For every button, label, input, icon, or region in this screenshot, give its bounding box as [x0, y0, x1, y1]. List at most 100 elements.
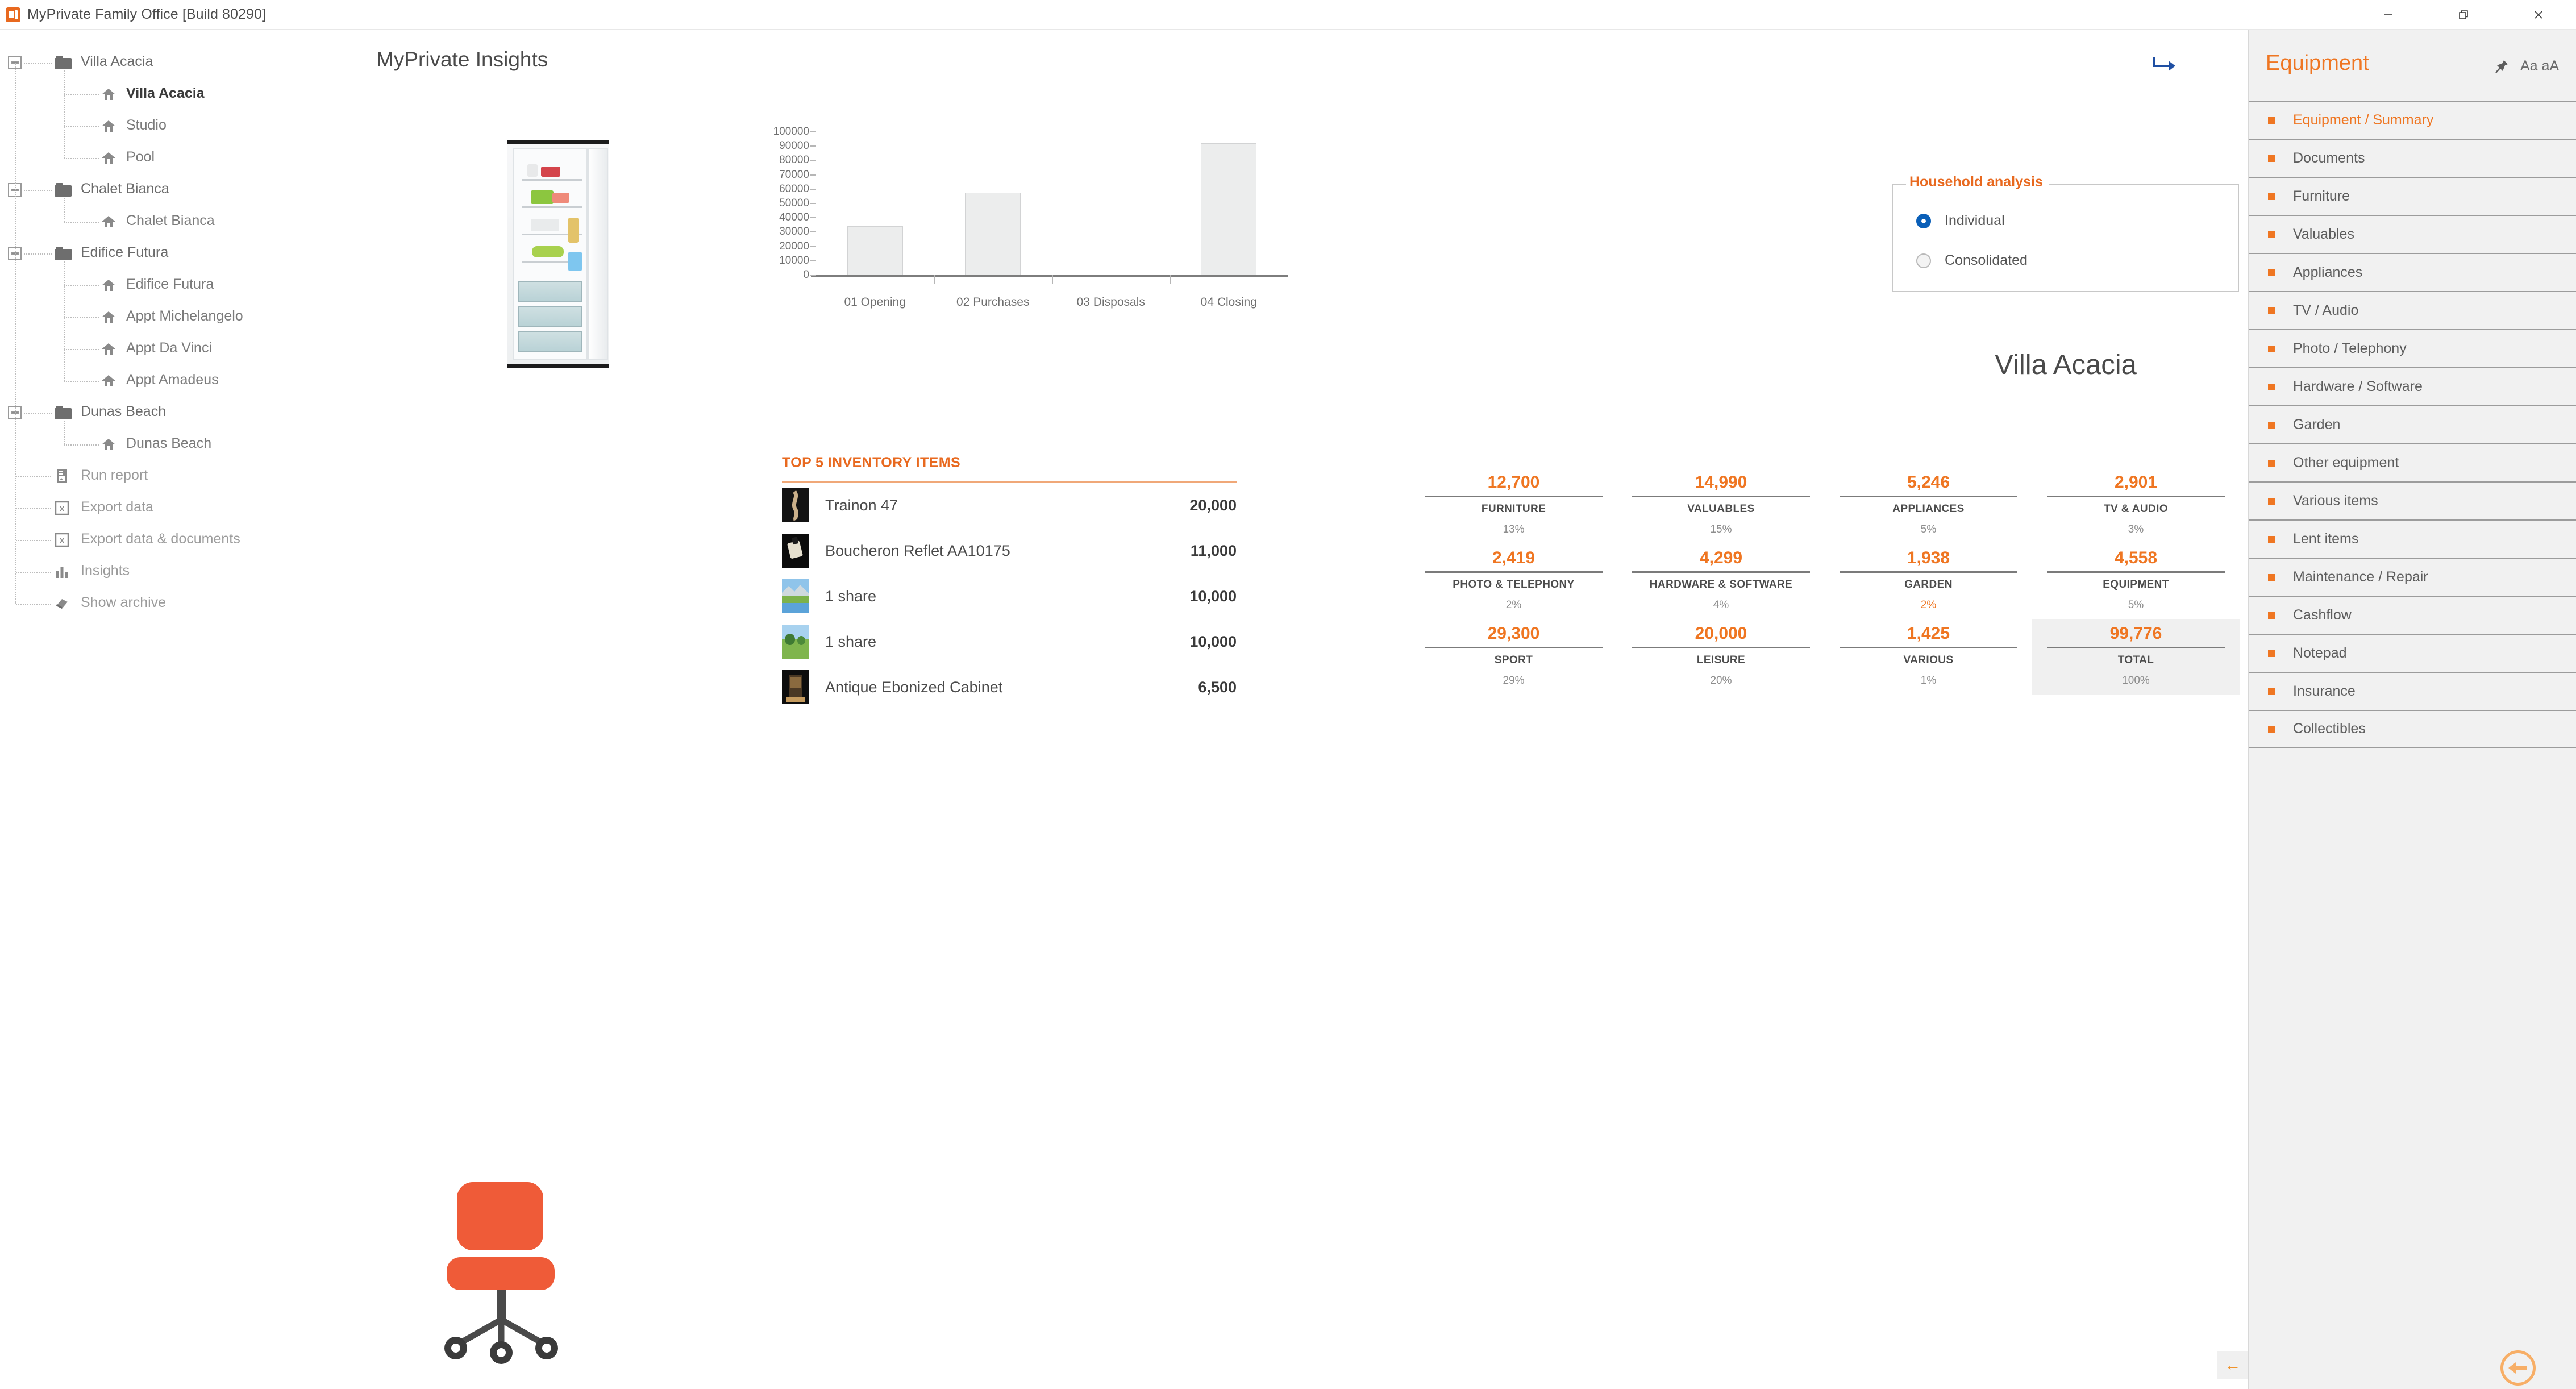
- chart-y-tick-label: 90000: [779, 140, 809, 152]
- tree-node-studio[interactable]: Studio: [0, 110, 344, 142]
- kpi-card-garden[interactable]: 1,938 GARDEN 2%: [1825, 544, 2032, 619]
- right-panel-item-label: Equipment / Summary: [2293, 112, 2434, 128]
- chart-y-tick: [810, 231, 816, 233]
- right-panel-item-maintenance-repair[interactable]: Maintenance / Repair: [2249, 558, 2576, 596]
- inventory-item-name: Trainon 47: [825, 496, 898, 514]
- home-icon: [101, 310, 116, 324]
- right-panel-item-appliances[interactable]: Appliances: [2249, 253, 2576, 291]
- tree-node-appt-amadeus[interactable]: Appt Amadeus: [0, 365, 344, 397]
- home-icon: [101, 215, 116, 228]
- bullet-square-icon: [2268, 117, 2275, 124]
- home-icon: [101, 438, 116, 451]
- right-panel-item-tv-audio[interactable]: TV / Audio: [2249, 291, 2576, 329]
- right-panel-item-collectibles[interactable]: Collectibles: [2249, 710, 2576, 748]
- right-panel-item-other-equipment[interactable]: Other equipment: [2249, 443, 2576, 481]
- inventory-list-item[interactable]: 1 share 10,000: [782, 619, 1237, 664]
- tree-node-appt-da-vinci[interactable]: Appt Da Vinci: [0, 333, 344, 365]
- radio-consolidated-dot[interactable]: [1916, 253, 1931, 268]
- right-panel-item-insurance[interactable]: Insurance: [2249, 672, 2576, 710]
- kpi-label: HARDWARE & SOFTWARE: [1649, 579, 1793, 590]
- right-panel-item-equipment-summary[interactable]: Equipment / Summary: [2249, 101, 2576, 139]
- inventory-item-value: 10,000: [1189, 633, 1237, 650]
- right-panel-item-label: Garden: [2293, 417, 2341, 432]
- kpi-card-sport[interactable]: 29,300 SPORT 29%: [1410, 619, 1617, 695]
- app-icon: [6, 7, 20, 22]
- chart-y-tick: [810, 203, 816, 204]
- kpi-card-total[interactable]: 99,776 TOTAL 100%: [2032, 619, 2240, 695]
- tree-node-label: Appt Michelangelo: [126, 308, 243, 324]
- tree-node-chalet-bianca[interactable]: Chalet Bianca: [0, 174, 344, 206]
- tree-node-villa-acacia[interactable]: Villa Acacia: [0, 78, 344, 110]
- inventory-list-item[interactable]: Trainon 47 20,000: [782, 483, 1237, 528]
- right-panel-item-various-items[interactable]: Various items: [2249, 481, 2576, 519]
- kpi-divider: [1632, 647, 1810, 648]
- bullet-square-icon: [2268, 269, 2275, 276]
- inventory-list-item[interactable]: Boucheron Reflet AA10175 11,000: [782, 528, 1237, 573]
- kpi-card-appliances[interactable]: 5,246 APPLIANCES 5%: [1825, 468, 2032, 544]
- inventory-list-item[interactable]: 1 share 10,000: [782, 573, 1237, 619]
- restore-button[interactable]: [2426, 0, 2501, 30]
- from-year-prev-button[interactable]: ←: [2225, 1356, 2241, 1374]
- right-panel-item-valuables[interactable]: Valuables: [2249, 215, 2576, 253]
- tree-node-dunas-beach[interactable]: Dunas Beach: [0, 429, 344, 460]
- kpi-card-tv-audio[interactable]: 2,901 TV & AUDIO 3%: [2032, 468, 2240, 544]
- main-content: MyPrivate Insights 0 10000 200: [344, 30, 2558, 1389]
- sidebar-action-export-data[interactable]: X Export data: [0, 492, 344, 524]
- tree-node-villa-acacia[interactable]: Villa Acacia: [0, 47, 344, 78]
- tree-node-dunas-beach[interactable]: Dunas Beach: [0, 397, 344, 429]
- tree-node-edifice-futura[interactable]: Edifice Futura: [0, 269, 344, 301]
- back-arrow-circle-icon[interactable]: [2500, 1350, 2536, 1386]
- kpi-card-various[interactable]: 1,425 VARIOUS 1%: [1825, 619, 2032, 695]
- sidebar-action-insights[interactable]: Insights: [0, 556, 344, 588]
- kpi-divider: [1840, 571, 2017, 573]
- kpi-value: 1,938: [1907, 548, 1950, 567]
- tree-node-pool[interactable]: Pool: [0, 142, 344, 174]
- sidebar-action-run-report[interactable]: Run report: [0, 460, 344, 492]
- right-panel-item-cashflow[interactable]: Cashflow: [2249, 596, 2576, 634]
- radio-consolidated[interactable]: Consolidated: [1916, 252, 2028, 269]
- radio-individual-dot[interactable]: [1916, 213, 1931, 228]
- sidebar-action-export-data-documents[interactable]: X Export data & documents: [0, 524, 344, 556]
- kpi-card-furniture[interactable]: 12,700 FURNITURE 13%: [1410, 468, 1617, 544]
- right-panel-item-garden[interactable]: Garden: [2249, 405, 2576, 443]
- asset-photo: [507, 140, 609, 368]
- inventory-item-name: Antique Ebonized Cabinet: [825, 678, 1003, 696]
- sidebar-action-show-archive[interactable]: Show archive: [0, 588, 344, 619]
- chart-y-tick: [810, 131, 816, 132]
- tree-connector: [64, 94, 99, 95]
- tree-node-chalet-bianca[interactable]: Chalet Bianca: [0, 206, 344, 238]
- right-panel-item-lent-items[interactable]: Lent items: [2249, 519, 2576, 558]
- kpi-card-equipment[interactable]: 4,558 EQUIPMENT 5%: [2032, 544, 2240, 619]
- return-arrow-icon[interactable]: [2149, 53, 2179, 81]
- bullet-square-icon: [2268, 650, 2275, 657]
- home-icon: [101, 88, 116, 101]
- home-icon: [101, 342, 116, 356]
- close-button[interactable]: [2501, 0, 2576, 30]
- home-icon: [101, 278, 116, 292]
- right-panel-item-documents[interactable]: Documents: [2249, 139, 2576, 177]
- kpi-card-leisure[interactable]: 20,000 LEISURE 20%: [1617, 619, 1825, 695]
- radio-individual[interactable]: Individual: [1916, 213, 2005, 229]
- minimize-button[interactable]: [2351, 0, 2426, 30]
- right-panel-item-furniture[interactable]: Furniture: [2249, 177, 2576, 215]
- tree-node-edifice-futura[interactable]: Edifice Futura: [0, 238, 344, 269]
- kpi-card-hardware-software[interactable]: 4,299 HARDWARE & SOFTWARE 4%: [1617, 544, 1825, 619]
- right-panel-item-hardware-software[interactable]: Hardware / Software: [2249, 367, 2576, 405]
- kpi-card-valuables[interactable]: 14,990 VALUABLES 15%: [1617, 468, 1825, 544]
- chart-y-tick-label: 80000: [779, 154, 809, 167]
- chart-y-tick-label: 30000: [779, 226, 809, 238]
- tree-node-label: Villa Acacia: [126, 85, 205, 101]
- kpi-card-photo-telephony[interactable]: 2,419 PHOTO & TELEPHONY 2%: [1410, 544, 1617, 619]
- right-panel-item-photo-telephony[interactable]: Photo / Telephony: [2249, 329, 2576, 367]
- pin-icon[interactable]: [2493, 58, 2510, 78]
- tree-node-label: Edifice Futura: [126, 276, 214, 292]
- right-panel-item-notepad[interactable]: Notepad: [2249, 634, 2576, 672]
- tree-node-label: Villa Acacia: [81, 53, 153, 69]
- tree-node-appt-michelangelo[interactable]: Appt Michelangelo: [0, 301, 344, 333]
- font-size-toggle[interactable]: Aa aA: [2520, 58, 2560, 74]
- chart-y-tick-label: 20000: [779, 240, 809, 252]
- folder-icon: [55, 183, 72, 197]
- tree-connector: [24, 253, 52, 255]
- inventory-list-item[interactable]: Antique Ebonized Cabinet 6,500: [782, 664, 1237, 710]
- bar-chart-icon: [55, 564, 69, 579]
